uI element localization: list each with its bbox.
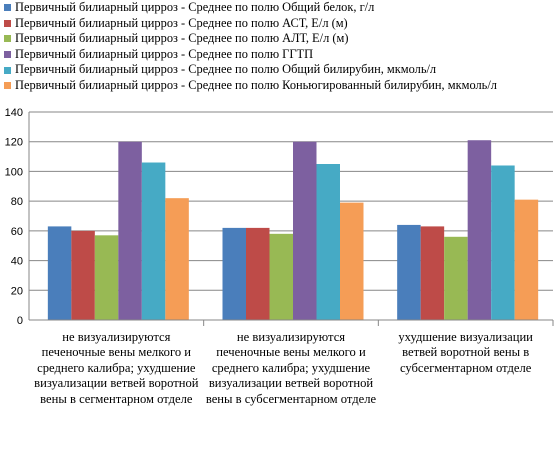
category-label: ухудшение визуализации ветвей воротной в…: [398, 330, 533, 375]
legend-item: Первичный билиарный цирроз - Среднее по …: [4, 78, 555, 94]
y-axis-ticks: 0 20 40 60 80 100 120 140: [5, 107, 23, 327]
bar: [141, 162, 166, 320]
legend-item: Первичный билиарный цирроз - Среднее по …: [4, 16, 555, 32]
bar: [467, 140, 492, 320]
axes: [28, 112, 554, 326]
bar: [293, 141, 317, 320]
y-tick-label: 0: [17, 315, 23, 327]
category-label: не визуализируются печеночные вены мелко…: [205, 330, 377, 406]
bar: [269, 233, 293, 320]
bar: [340, 202, 364, 320]
y-tick-label: 60: [11, 226, 23, 238]
chart-legend: Первичный билиарный цирроз - Среднее по …: [4, 0, 555, 94]
bar: [397, 224, 421, 320]
legend-swatch: [4, 51, 11, 59]
legend-swatch: [4, 35, 11, 43]
y-tick-label: 40: [11, 256, 23, 268]
y-tick-label: 80: [11, 196, 23, 208]
bar: [246, 227, 270, 320]
legend-label: Первичный билиарный цирроз - Среднее по …: [15, 46, 314, 61]
bars: [47, 140, 539, 320]
bar: [118, 141, 142, 320]
bar: [47, 226, 72, 320]
bar: [316, 164, 340, 320]
y-tick-label: 120: [5, 137, 23, 149]
legend-swatch: [4, 4, 11, 12]
legend-swatch: [4, 82, 11, 90]
legend-item: Первичный билиарный цирроз - Среднее по …: [4, 62, 555, 78]
bar: [94, 235, 119, 320]
bar: [222, 227, 246, 320]
bar: [165, 198, 189, 320]
y-tick-label: 100: [5, 166, 23, 178]
bar: [491, 165, 515, 320]
legend-label: Первичный билиарный цирроз - Среднее по …: [15, 0, 375, 14]
legend-label: Первичный билиарный цирроз - Среднее по …: [15, 77, 497, 92]
legend-label: Первичный билиарный цирроз - Среднее по …: [15, 15, 348, 30]
legend-item: Первичный билиарный цирроз - Среднее по …: [4, 0, 555, 16]
legend-swatch: [4, 19, 11, 27]
bar: [420, 226, 445, 320]
legend-label: Первичный билиарный цирроз - Среднее по …: [15, 31, 349, 46]
legend-swatch: [4, 66, 11, 74]
y-tick-label: 20: [11, 285, 23, 297]
legend-item: Первичный билиарный цирроз - Среднее по …: [4, 31, 555, 47]
bar: [514, 199, 539, 320]
category-label: не визуализируются печеночные вены мелко…: [34, 330, 199, 406]
legend-item: Первичный билиарный цирроз - Среднее по …: [4, 47, 555, 63]
legend-label: Первичный билиарный цирроз - Среднее по …: [15, 62, 437, 77]
bar: [71, 230, 95, 320]
y-tick-label: 140: [5, 107, 23, 119]
bar: [444, 236, 468, 320]
